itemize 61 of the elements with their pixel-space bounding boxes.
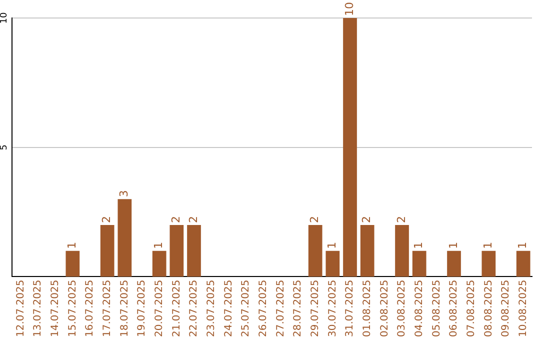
x-tick-label: 20.07.2025: [154, 280, 165, 338]
data-label: 2: [394, 216, 408, 223]
x-tick-label: 14.07.2025: [50, 280, 61, 338]
x-tick-label: 25.07.2025: [240, 280, 252, 338]
x-tick-label: 31.07.2025: [344, 280, 356, 338]
bar: [412, 250, 426, 277]
y-tick-label: 5: [0, 144, 10, 150]
data-label: 1: [516, 242, 530, 249]
data-label: 1: [152, 242, 166, 249]
x-tick-label: 21.07.2025: [171, 280, 182, 338]
x-tick-label: 03.08.2025: [396, 280, 408, 338]
x-tick-label: 17.07.2025: [102, 280, 113, 338]
bar: [395, 224, 409, 277]
x-tick-label: 04.08.2025: [414, 280, 425, 338]
data-label: 2: [170, 216, 183, 223]
bar: [308, 224, 322, 277]
bar: [152, 250, 166, 277]
bar: [187, 224, 201, 277]
x-tick-label: 28.07.2025: [292, 280, 304, 338]
bar: [66, 250, 80, 277]
bar: [170, 224, 184, 277]
data-label: 1: [482, 242, 495, 249]
x-tick-label: 13.07.2025: [32, 280, 44, 338]
x-tick-label: 18.07.2025: [119, 280, 130, 338]
x-tick-label: 29.07.2025: [310, 280, 321, 338]
data-label: 2: [100, 216, 114, 223]
bar: [516, 250, 530, 277]
bar: [343, 18, 357, 277]
x-tick-label: 10.08.2025: [518, 280, 529, 338]
bar: [326, 250, 340, 277]
bar: [482, 250, 496, 277]
x-tick-label: 16.07.2025: [84, 280, 96, 338]
x-tick-label: 26.07.2025: [258, 280, 269, 338]
data-label: 2: [186, 216, 200, 223]
bar: [360, 224, 374, 277]
data-label: 1: [66, 242, 79, 249]
x-tick-label: 05.08.2025: [431, 280, 442, 338]
x-tick-label: 19.07.2025: [136, 280, 148, 338]
data-label: 10: [342, 2, 356, 16]
bar: [100, 224, 114, 277]
x-tick-label: 27.07.2025: [275, 280, 286, 338]
data-label: 2: [360, 216, 374, 223]
x-tick-label: 02.08.2025: [379, 280, 390, 338]
x-tick-label: 09.08.2025: [500, 280, 512, 338]
x-tick-label: 30.07.2025: [327, 280, 338, 338]
x-tick-label: 01.08.2025: [362, 280, 373, 338]
x-tick-label: 06.08.2025: [448, 280, 460, 338]
data-label: 3: [118, 190, 131, 198]
bar: [447, 250, 461, 277]
x-tick-label: 22.07.2025: [188, 280, 200, 338]
x-tick-label: 08.08.2025: [483, 280, 494, 338]
x-tick-label: 15.07.2025: [67, 280, 78, 338]
x-tick-label: 24.07.2025: [223, 280, 234, 338]
x-tick-label: 07.08.2025: [466, 280, 477, 338]
x-tick-label: 23.07.2025: [206, 280, 217, 338]
data-label: 1: [446, 242, 460, 249]
data-label: 1: [412, 242, 426, 249]
data-label: 2: [308, 216, 322, 223]
x-tick-label: 12.07.2025: [15, 280, 26, 338]
bar: [118, 199, 132, 277]
data-label: 1: [326, 242, 339, 249]
